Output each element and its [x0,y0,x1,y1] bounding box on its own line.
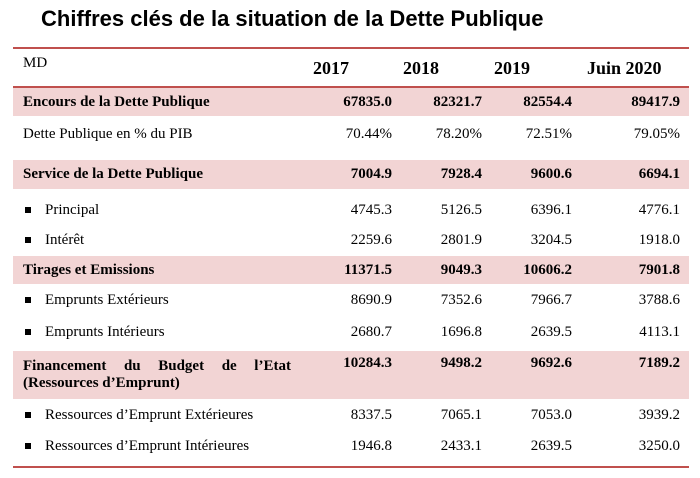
cell-value: 7189.2 [638,355,680,371]
table-header: MD 2017 2018 2019 Juin 2020 [13,49,689,87]
cell-value: 82554.4 [523,93,572,110]
cell-value: 3939.2 [638,406,680,423]
row-label: Financement du Budget de l’Etat (Ressour… [23,351,303,399]
cell-value: 79.05% [633,125,680,142]
row-label: Emprunts Extérieurs [23,285,303,315]
table-row: Emprunts Extérieurs 8690.9 7352.6 7966.7… [13,285,689,315]
table-row: Principal 4745.3 5126.5 6396.1 4776.1 [13,195,689,225]
bullet-icon [25,297,31,303]
bullet-icon [25,237,31,243]
cell-value: 6396.1 [530,201,572,218]
table-row: Tirages et Emissions 11371.5 9049.3 1060… [13,256,689,284]
row-label: Ressources d’Emprunt Intérieures [23,431,303,461]
cell-value: 11371.5 [344,261,392,278]
row-label: Ressources d’Emprunt Extérieures [23,400,303,430]
top-rule [13,47,689,49]
cell-value: 8690.9 [350,291,392,308]
label-word: du [123,358,141,374]
cell-value: 2639.5 [530,323,572,340]
cell-value: 3250.0 [638,437,680,454]
cell-value: 7004.9 [350,166,392,182]
col-header-2018: 2018 [403,57,439,78]
cell-value: 7352.6 [440,291,482,308]
row-label: Principal [23,195,303,225]
row-label: Tirages et Emissions [23,261,155,278]
cell-value: 7065.1 [440,406,482,423]
cell-value: 1696.8 [440,323,482,340]
row-label: Intérêt [23,225,303,255]
row-label-text: Emprunts Intérieurs [45,323,165,340]
cell-value: 4113.1 [639,323,680,340]
row-label-text: Emprunts Extérieurs [45,291,169,308]
cell-value: 6694.1 [638,166,680,182]
cell-value: 4776.1 [638,201,680,218]
cell-value: 2639.5 [530,437,572,454]
cell-value: 5126.5 [440,201,482,218]
cell-value: 7966.7 [530,291,572,308]
cell-value: 9498.2 [440,355,482,371]
row-label: Emprunts Intérieurs [23,317,303,347]
row-label-line1: Financement du Budget de l’Etat [23,358,291,375]
header-rule [13,86,689,88]
cell-value: 1946.8 [350,437,392,454]
cell-value: 7901.8 [638,261,680,278]
cell-value: 7928.4 [440,166,482,182]
table-row: Encours de la Dette Publique 67835.0 823… [13,88,689,116]
cell-value: 67835.0 [343,93,392,110]
bullet-icon [25,207,31,213]
label-word: l’Etat [254,358,291,374]
table-row: Dette Publique en % du PIB 70.44% 78.20%… [13,117,689,151]
cell-value: 82321.7 [433,93,482,110]
table-row: Financement du Budget de l’Etat (Ressour… [13,351,689,399]
row-label-text: Ressources d’Emprunt Extérieures [45,406,254,423]
col-header-2019: 2019 [494,57,530,78]
cell-value: 9049.3 [440,261,482,278]
bullet-icon [25,412,31,418]
table-row: Ressources d’Emprunt Extérieures 8337.5 … [13,400,689,430]
bottom-rule [13,466,689,468]
row-label-line2: (Ressources d’Emprunt) [23,375,180,391]
row-label-text: Ressources d’Emprunt Intérieures [45,437,250,454]
cell-value: 72.51% [525,125,572,142]
cell-value: 4745.3 [350,201,392,218]
bullet-icon [25,443,31,449]
cell-value: 8337.5 [350,406,392,423]
row-label-text: Intérêt [45,231,85,248]
cell-value: 78.20% [435,125,482,142]
bullet-icon [25,329,31,335]
cell-value: 2680.7 [350,323,392,340]
cell-value: 3788.6 [638,291,680,308]
table-row: Emprunts Intérieurs 2680.7 1696.8 2639.5… [13,317,689,347]
cell-value: 2801.9 [440,231,482,248]
unit-label: MD [23,55,48,71]
label-word: de [221,358,237,374]
cell-value: 70.44% [345,125,392,142]
cell-value: 89417.9 [631,93,680,110]
col-header-2017: 2017 [313,57,349,78]
cell-value: 2433.1 [440,437,482,454]
page-title: Chiffres clés de la situation de la Dett… [41,6,544,31]
row-label: Service de la Dette Publique [23,166,203,182]
cell-value: 10606.2 [523,261,572,278]
cell-value: 3204.5 [530,231,572,248]
cell-value: 9692.6 [530,355,572,371]
label-word: Financement [23,358,107,374]
col-header-juin-2020: Juin 2020 [587,57,662,78]
table-row: Service de la Dette Publique 7004.9 7928… [13,160,689,189]
row-label-text: Principal [45,201,100,218]
cell-value: 1918.0 [638,231,680,248]
cell-value: 10284.3 [343,355,392,371]
row-label: Encours de la Dette Publique [23,93,210,110]
cell-value: 7053.0 [530,406,572,423]
table-row: Ressources d’Emprunt Intérieures 1946.8 … [13,431,689,461]
cell-value: 2259.6 [350,231,392,248]
row-label: Dette Publique en % du PIB [23,125,193,142]
label-word: Budget [158,358,205,374]
cell-value: 9600.6 [530,166,572,182]
table-row: Intérêt 2259.6 2801.9 3204.5 1918.0 [13,225,689,255]
